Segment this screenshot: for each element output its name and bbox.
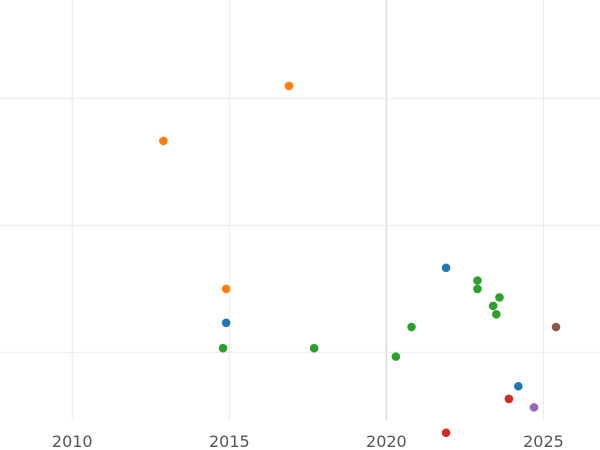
- data-point-4: [159, 136, 168, 146]
- data-point-17: [441, 428, 451, 438]
- data-point-16: [504, 394, 514, 404]
- data-point-1: [221, 318, 231, 328]
- x-tick-label: 2010: [52, 432, 93, 450]
- data-point-12: [473, 284, 482, 294]
- data-point-8: [309, 343, 319, 353]
- data-point-13: [488, 301, 498, 311]
- data-point-6: [284, 81, 294, 91]
- data-point-7: [218, 343, 228, 353]
- x-tick-labels: 2010 2015 2020 2025: [52, 432, 564, 450]
- data-point-9: [391, 352, 401, 361]
- data-point-2: [441, 263, 451, 273]
- data-point-3: [514, 381, 523, 391]
- x-tick-label: 2015: [209, 432, 250, 450]
- data-point-18: [529, 403, 539, 412]
- x-tick-label: 2020: [366, 432, 407, 450]
- data-point-10: [407, 322, 416, 332]
- data-point-14: [492, 310, 501, 319]
- grid-layer: [0, 0, 600, 420]
- data-point-15: [495, 293, 504, 302]
- data-point-19: [551, 322, 561, 332]
- x-tick-label: 2025: [523, 432, 564, 450]
- points-layer: [159, 81, 561, 438]
- data-point-11: [473, 276, 482, 285]
- data-point-5: [221, 284, 231, 294]
